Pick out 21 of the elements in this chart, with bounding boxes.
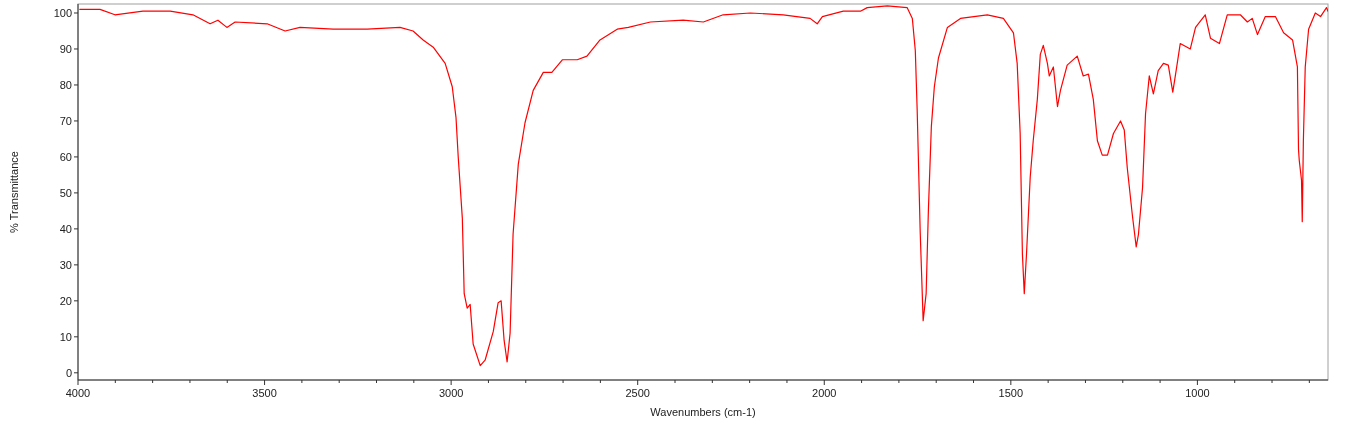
x-tick-label: 1500 bbox=[998, 387, 1024, 399]
x-tick-label: 2500 bbox=[625, 387, 650, 399]
y-tick-label: 70 bbox=[59, 114, 72, 127]
x-tick-label: 1000 bbox=[1185, 387, 1210, 399]
x-tick-label: 3000 bbox=[438, 387, 464, 399]
y-tick-label: 100 bbox=[53, 6, 72, 19]
y-tick-label: 10 bbox=[59, 330, 72, 343]
y-tick-label: 60 bbox=[59, 150, 72, 163]
y-tick-label: 30 bbox=[59, 258, 72, 271]
y-tick-label: 50 bbox=[59, 186, 72, 199]
x-axis-title: Wavenumbers (cm-1) bbox=[650, 406, 756, 418]
line-series bbox=[79, 5, 1328, 367]
x-tick-label: 3500 bbox=[252, 387, 277, 399]
x-tick-label: 2000 bbox=[812, 387, 837, 399]
y-tick-label: 20 bbox=[59, 294, 72, 307]
y-tick-label: 40 bbox=[59, 222, 72, 235]
y-tick-label: 90 bbox=[59, 42, 72, 55]
y-tick-label: 0 bbox=[65, 366, 72, 379]
y-axis-title: % Transmittance bbox=[8, 151, 20, 233]
y-tick-label: 80 bbox=[59, 78, 72, 91]
x-tick-label: 4000 bbox=[65, 387, 91, 399]
